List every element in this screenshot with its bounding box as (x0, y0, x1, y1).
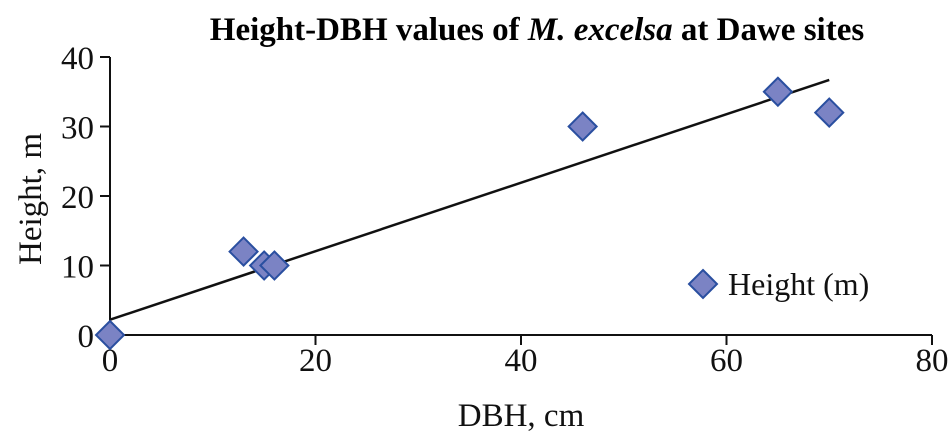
data-point (228, 236, 259, 268)
x-tick-label: 80 (916, 343, 949, 379)
x-tick-label: 20 (299, 343, 332, 379)
y-axis-ticks: 0 10 20 30 40 (61, 41, 110, 355)
chart-title-suffix: at Dawe sites (673, 12, 865, 48)
data-point (813, 97, 845, 129)
x-tick-label: 60 (710, 343, 743, 379)
chart-title-species: M. excelsa (527, 12, 673, 48)
data-point (762, 76, 794, 108)
data-point (94, 319, 126, 351)
chart-title-prefix: Height-DBH values of (210, 12, 528, 48)
legend-label: Height (m) (728, 266, 869, 302)
y-tick-label: 30 (61, 111, 94, 147)
data-points (94, 76, 845, 351)
trendline-group (109, 78, 830, 321)
x-axis-ticks: 0 20 40 60 80 (102, 335, 949, 379)
y-axis-label: Height, m (13, 133, 49, 265)
trendline (109, 78, 830, 321)
y-tick-label: 40 (61, 41, 94, 77)
legend: Height (m) (687, 266, 869, 302)
legend-marker-diamond (687, 268, 719, 300)
y-tick-label: 0 (78, 319, 95, 355)
y-tick-label: 10 (61, 250, 94, 286)
y-tick-label: 20 (61, 180, 94, 216)
data-point (258, 250, 290, 281)
x-tick-label: 0 (102, 343, 119, 379)
x-tick-label: 40 (505, 343, 538, 379)
chart-title: Height-DBH values of M. excelsa at Dawe … (210, 12, 865, 48)
x-axis-label: DBH, cm (458, 398, 585, 434)
data-point (567, 111, 599, 142)
